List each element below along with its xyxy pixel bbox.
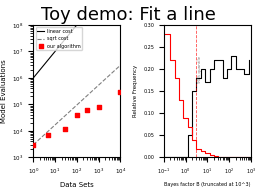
our algorithm: [118, 90, 122, 93]
our algorithm: [97, 105, 101, 108]
our algorithm: [75, 113, 79, 117]
Text: Toy demo: Fit a line: Toy demo: Fit a line: [40, 6, 216, 24]
our algorithm: [85, 109, 89, 112]
X-axis label: Bayes factor B (truncated at 10^3): Bayes factor B (truncated at 10^3): [164, 182, 251, 187]
Y-axis label: Relative Frequency: Relative Frequency: [133, 65, 138, 117]
our algorithm: [46, 133, 50, 137]
our algorithm: [31, 143, 35, 146]
Y-axis label: Model Evaluations: Model Evaluations: [1, 59, 7, 123]
X-axis label: Data Sets: Data Sets: [60, 182, 94, 188]
our algorithm: [63, 127, 68, 130]
Text: 90% quantile: 90% quantile: [198, 55, 202, 83]
Legend: linear cost, sqrt cost, our algorithm: linear cost, sqrt cost, our algorithm: [36, 27, 82, 50]
